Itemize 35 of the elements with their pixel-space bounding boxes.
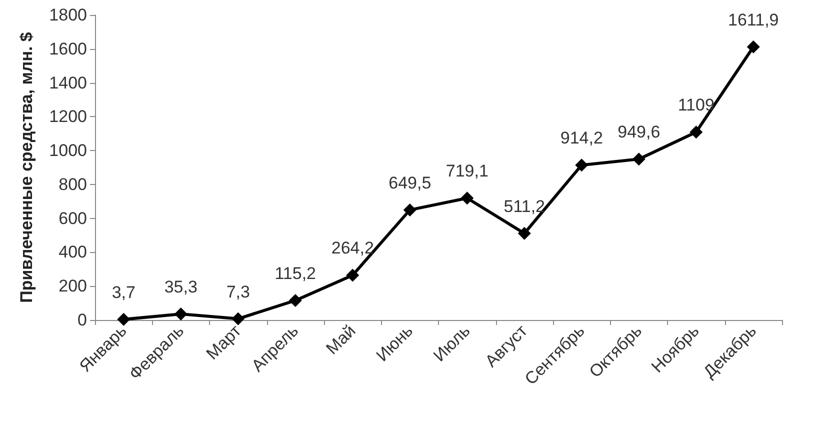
y-tick-label: 0 [78, 310, 87, 330]
point [346, 268, 360, 282]
point [632, 152, 646, 166]
y-tick-label: 1000 [49, 141, 87, 160]
data-label: 7,3 [226, 282, 250, 302]
point [575, 158, 588, 172]
y-tick-label: 600 [58, 208, 87, 228]
data-label: 1109 [678, 96, 714, 115]
data-label: 511,2 [504, 196, 546, 216]
data-label: 115,2 [274, 264, 316, 283]
data-label: 949,6 [618, 122, 660, 142]
point [232, 312, 245, 326]
data-label: 1611,9 [728, 10, 779, 30]
data-label: 3,7 [112, 282, 136, 302]
data-label: 35,3 [164, 278, 198, 297]
point [288, 294, 302, 307]
point [690, 126, 703, 139]
y-tick-label: 1600 [49, 39, 87, 58]
point [460, 192, 474, 205]
y-tick-label: 200 [58, 276, 87, 296]
point [518, 226, 531, 240]
y-tick-label: 800 [58, 174, 87, 194]
point [746, 40, 760, 54]
data-label: 649,5 [388, 173, 432, 192]
y-axis-title: Привлеченные средства, млн. $ [17, 32, 36, 303]
y-tick-label: 400 [58, 242, 87, 262]
point [174, 308, 188, 321]
data-label: 914,2 [560, 128, 603, 148]
point [117, 312, 130, 326]
point [403, 203, 416, 216]
data-label: 719,1 [446, 162, 488, 181]
y-tick-label: 1400 [49, 73, 87, 92]
data-label: 264,2 [331, 238, 374, 258]
y-tick-label: 1800 [49, 6, 87, 24]
y-tick-label: 1200 [49, 107, 87, 126]
